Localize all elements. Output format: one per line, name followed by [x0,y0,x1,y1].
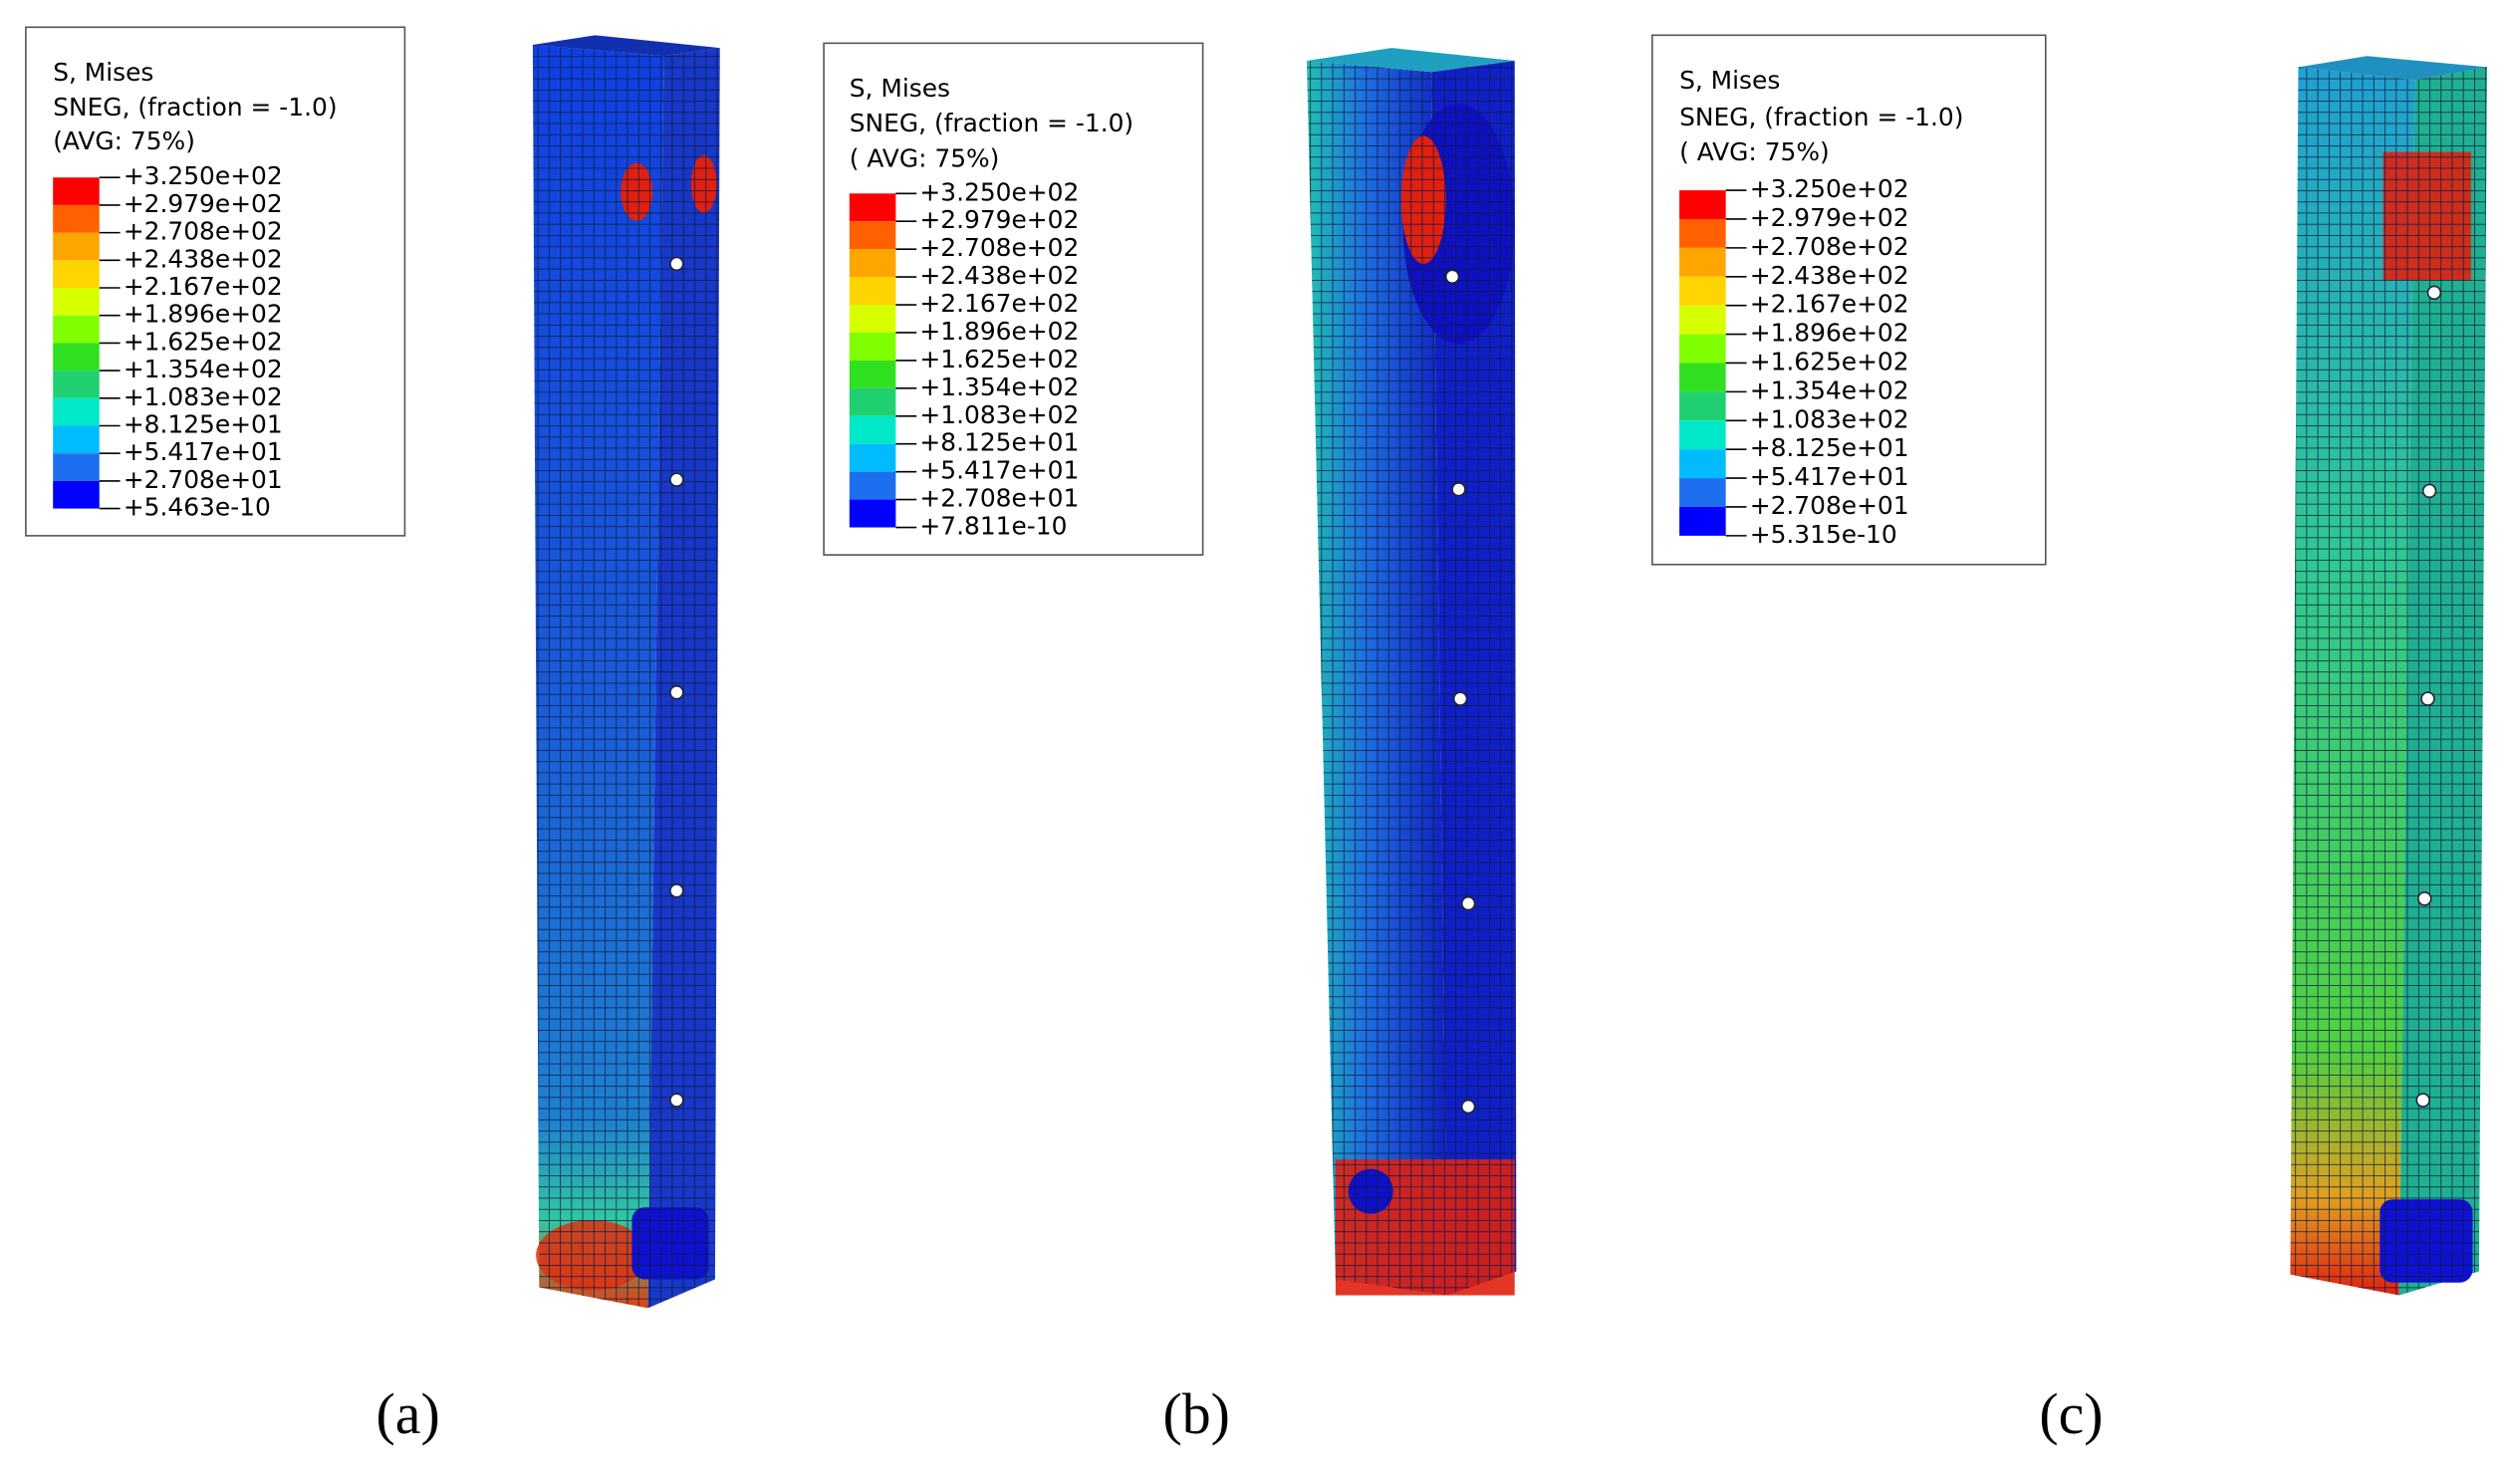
legend-swatch [849,443,896,472]
legend-label: +3.250e+02 [124,161,283,190]
legend-label: +1.625e+02 [1750,347,1909,375]
legend-swatch [1679,334,1726,364]
legend-field: SNEG, (fraction = -1.0) [53,93,337,122]
caption: (a) [376,1381,440,1446]
legend-swatch [1679,218,1726,248]
legend-title: S, Mises [850,74,950,103]
legend-label: +3.250e+02 [919,177,1079,206]
legend-field: SNEG, (fraction = -1.0) [850,109,1133,137]
legend-swatch [849,249,896,278]
legend-swatch [1679,276,1726,306]
legend-label: +8.125e+01 [124,409,283,438]
legend-label: +2.708e+01 [1750,491,1909,520]
legend-avg: ( AVG: 75%) [850,144,1000,173]
legend-swatch [53,371,100,398]
legend-swatch [849,499,896,528]
legend-swatch [849,415,896,444]
legend-label: +1.083e+02 [1750,404,1909,433]
legend-swatch [849,471,896,500]
legend-swatch [1679,247,1726,277]
legend-label: +2.979e+02 [124,189,283,218]
legend-label: +7.811e-10 [919,512,1067,541]
legend-label: +1.896e+02 [1750,319,1909,348]
legend-label: +1.625e+02 [124,327,283,356]
legend-swatch [1679,305,1726,335]
legend-label: +2.167e+02 [124,272,283,301]
legend-swatch [1679,391,1726,421]
legend-swatch [53,453,100,481]
legend-label: +1.896e+02 [124,300,283,329]
legend-swatch [53,397,100,426]
legend-label: +8.125e+01 [1750,433,1909,462]
legend-label: +1.083e+02 [919,400,1079,429]
legend-label: +8.125e+01 [919,428,1079,457]
legend-swatch [1679,420,1726,450]
legend-label: +1.625e+02 [919,345,1079,373]
legend-title: S, Mises [53,58,153,87]
caption: (c) [2039,1381,2103,1446]
legend-label: +1.354e+02 [1750,375,1909,404]
legend-swatch [849,332,896,361]
legend-label: +1.354e+02 [124,355,283,383]
legend-swatch [53,288,100,316]
legend-label: +2.438e+02 [919,261,1079,290]
legend-avg: ( AVG: 75%) [1679,137,1830,166]
legend-label: +2.708e+02 [1750,232,1909,261]
legend-swatch [53,204,100,233]
legend-label: +5.463e-10 [124,493,271,522]
legend-label: +2.167e+02 [919,289,1079,318]
legend-swatch [53,177,100,205]
legend-label: +2.167e+02 [1750,290,1909,319]
legend-label: +5.417e+01 [124,437,283,466]
column-a [532,35,720,1309]
legend-label: +2.438e+02 [1750,261,1909,290]
legend-label: +1.354e+02 [919,372,1079,401]
legend-swatch [1679,506,1726,536]
legend-swatch [53,232,100,261]
legend-swatch [849,305,896,333]
legend-swatch [53,260,100,289]
legend-swatch [849,360,896,388]
legend-swatch [1679,449,1726,479]
legend-label: +5.417e+01 [1750,462,1909,491]
legend-label: +2.438e+02 [124,244,283,273]
legend-label: +1.083e+02 [124,382,283,411]
legend-label: +5.315e-10 [1750,520,1897,549]
legend-label: +2.708e+01 [124,465,283,494]
legend-label: +2.979e+02 [919,205,1079,234]
legend-title: S, Mises [1679,66,1780,95]
legend-swatch [849,277,896,306]
legend-swatch [849,193,896,222]
legend-swatch [1679,363,1726,392]
legend-label: +2.708e+02 [919,233,1079,262]
legend-field: SNEG, (fraction = -1.0) [1679,103,1963,131]
legend-avg: (AVG: 75%) [53,126,195,155]
legend-swatch [1679,478,1726,507]
legend-label: +5.417e+01 [919,456,1079,485]
legend-label: +2.708e+01 [919,484,1079,513]
legend-swatch [53,315,100,344]
legend-swatch [1679,190,1726,219]
column-c [2290,56,2487,1296]
legend-swatch [53,425,100,454]
legend-label: +2.708e+02 [124,217,283,246]
legend-swatch [53,480,100,509]
legend-label: +3.250e+02 [1750,174,1909,203]
caption: (b) [1162,1381,1229,1446]
legend-label: +2.979e+02 [1750,203,1909,232]
legend-label: +1.896e+02 [919,317,1079,346]
legend-swatch [849,221,896,250]
column-b [1306,48,1517,1296]
legend-swatch [53,343,100,371]
legend-swatch [849,387,896,416]
